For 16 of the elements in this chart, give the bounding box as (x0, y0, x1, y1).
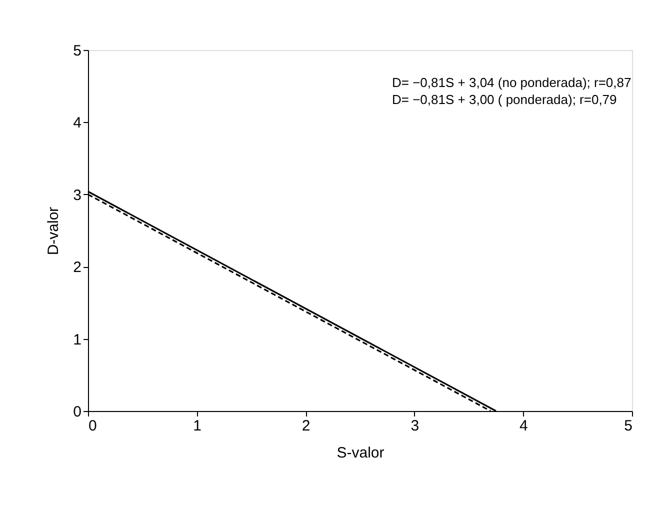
x-axis-title: S-valor (336, 444, 384, 462)
x-tick-label: 4 (520, 418, 528, 434)
x-tick-label: 2 (302, 418, 310, 434)
y-tick-label: 4 (73, 114, 82, 132)
y-tick-label: 0 (73, 404, 82, 420)
x-tick-label: 5 (624, 418, 632, 434)
annotation: D= −0,81S + 3,04 (no ponderada); r=0,87 (392, 75, 632, 90)
x-tick-label: 0 (88, 418, 97, 434)
y-tick-label: 3 (73, 186, 82, 204)
y-tick-label: 5 (73, 42, 82, 60)
y-tick-label: 2 (73, 259, 82, 276)
x-tick-label: 3 (410, 418, 420, 434)
x-tick-label: 1 (193, 418, 202, 434)
annotation: D= −0,81S + 3,00 ( ponderada); r=0,79 (392, 92, 617, 107)
y-axis-title: D-valor (45, 206, 62, 256)
y-tick-label: 1 (73, 331, 82, 348)
